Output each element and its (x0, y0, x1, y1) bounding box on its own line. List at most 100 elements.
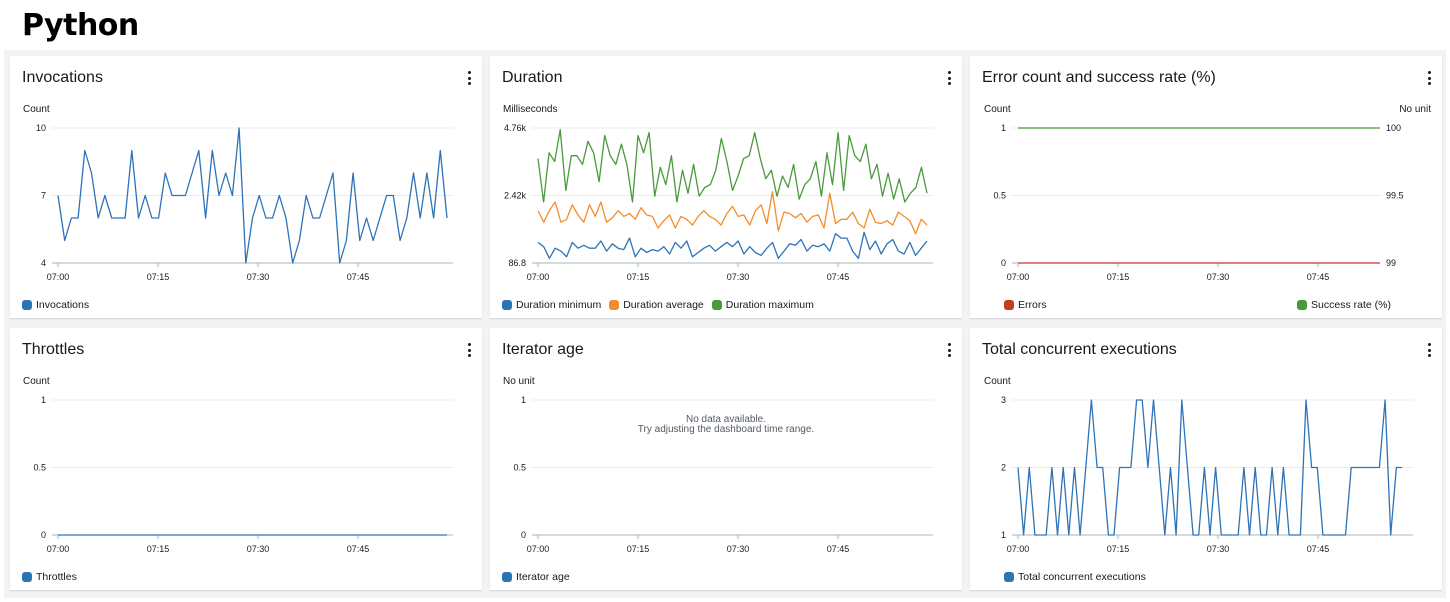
y-tick-label: 0.5 (33, 463, 46, 473)
widget-menu-icon[interactable] (465, 342, 473, 358)
widget-menu-icon[interactable] (1425, 70, 1433, 86)
no-data-message: No data available. (685, 414, 767, 425)
legend-swatch (1004, 300, 1014, 310)
legend-swatch (22, 300, 32, 310)
y-tick-label: 2.42k (504, 191, 527, 201)
y-tick-label: 4.76k (504, 123, 527, 133)
widget-duration: Duration Milliseconds 4.76k 2.42k 86.8 07:0… (490, 56, 962, 318)
chart-legend: Errors (1004, 299, 1047, 311)
widget-iterator-age: Iterator age No unit 1 0.5 0 07:00 07:15 07:3… (490, 328, 962, 590)
x-tick-label: 07:30 (247, 544, 270, 554)
y-tick-label: 1 (521, 395, 526, 405)
chart-legend-right: Success rate (%) (1297, 299, 1391, 311)
widget-title: Total concurrent executions (982, 341, 1177, 358)
line-chart-throttles[interactable]: 1 0.5 007:00 07:15 07:30 07:45 (10, 328, 482, 590)
legend-label: Duration average (623, 299, 704, 311)
y-tick-label: 0.5 (993, 191, 1006, 201)
x-tick-label: 07:15 (627, 272, 650, 282)
chart-legend: Iterator age (502, 571, 570, 583)
y-tick-label: 4 (41, 258, 46, 268)
x-tick-label: 07:45 (827, 272, 850, 282)
legend-item-duration-average[interactable]: Duration average (609, 299, 704, 311)
y-tick-label: 0 (521, 530, 526, 540)
x-tick-label: 07:30 (727, 272, 750, 282)
x-tick-label: 07:45 (827, 544, 850, 554)
chart-legend: Total concurrent executions (1004, 571, 1146, 583)
y-tick-label: 86.8 (508, 258, 526, 268)
y-axis-unit: Count (984, 376, 1011, 387)
legend-item-iterator-age[interactable]: Iterator age (502, 571, 570, 583)
x-tick-label: 07:00 (47, 272, 70, 282)
x-tick-label: 07:30 (1207, 544, 1230, 554)
x-tick-label: 07:00 (1007, 544, 1030, 554)
line-chart-duration[interactable]: 4.76k 2.42k 86.807:00 07:15 07:30 07:45 (490, 56, 962, 318)
x-tick-label: 07:15 (627, 544, 650, 554)
y-tick-label: 10 (36, 123, 46, 133)
legend-label: Iterator age (516, 571, 570, 583)
x-tick-label: 07:30 (1207, 272, 1230, 282)
line-chart-errors[interactable]: 1 100 0.5 99.5 0 99 07:00 07:15 07:30 07:45 (970, 56, 1442, 318)
x-tick-label: 07:45 (347, 544, 370, 554)
legend-item-success-rate[interactable]: Success rate (%) (1297, 299, 1391, 311)
x-tick-label: 07:15 (147, 272, 170, 282)
page-title: Python (22, 8, 139, 43)
legend-swatch (502, 572, 512, 582)
y-tick-label: 0.5 (513, 463, 526, 473)
widget-title: Duration (502, 69, 563, 86)
y-tick-label: 3 (1001, 395, 1006, 405)
y-tick-label: 7 (41, 191, 46, 201)
series-line-duration-minimum (537, 231, 928, 259)
line-chart-invocations[interactable]: 10 7 407:00 07:15 07:30 07:45 (10, 56, 482, 318)
widget-error-count-success-rate: Error count and success rate (%) Count N… (970, 56, 1442, 318)
widget-title: Invocations (22, 69, 103, 86)
widget-menu-icon[interactable] (945, 342, 953, 358)
legend-item-total-concurrent-executions[interactable]: Total concurrent executions (1004, 571, 1146, 583)
x-tick-label: 07:00 (47, 544, 70, 554)
y-tick-label: 0 (41, 530, 46, 540)
widget-menu-icon[interactable] (465, 70, 473, 86)
series-line-concurrent-executions (1017, 399, 1402, 536)
line-chart-concurrent-executions[interactable]: 3 2 107:00 07:15 07:30 07:45 (970, 328, 1442, 590)
y-axis-unit: Count (23, 376, 50, 387)
widget-menu-icon[interactable] (945, 70, 953, 86)
y-axis-unit-right: No unit (1399, 104, 1431, 115)
widget-title: Error count and success rate (%) (982, 69, 1216, 86)
y-axis-unit: No unit (503, 376, 535, 387)
legend-item-duration-minimum[interactable]: Duration minimum (502, 299, 601, 311)
x-tick-label: 07:30 (247, 272, 270, 282)
x-tick-label: 07:00 (527, 272, 550, 282)
x-tick-label: 07:45 (347, 272, 370, 282)
legend-item-invocations[interactable]: Invocations (22, 299, 89, 311)
legend-swatch (22, 572, 32, 582)
y-tick-label: 1 (1001, 530, 1006, 540)
legend-item-errors[interactable]: Errors (1004, 299, 1047, 311)
legend-item-duration-maximum[interactable]: Duration maximum (711, 299, 814, 311)
chart-legend: Duration minimum Duration average Durati… (502, 299, 814, 311)
y-axis-unit-left: Count (984, 104, 1011, 115)
widget-invocations: Invocations Count 10 7 4 07:00 07:15 07:30 07:… (10, 56, 482, 318)
series-line-duration-maximum (537, 129, 928, 203)
legend-label: Throttles (36, 571, 77, 583)
widget-title: Iterator age (502, 341, 584, 358)
y-tick-label-right: 99 (1386, 258, 1396, 268)
widget-title: Throttles (22, 341, 85, 358)
chart-legend: Throttles (22, 571, 77, 583)
legend-label: Errors (1018, 299, 1047, 311)
widget-menu-icon[interactable] (1425, 342, 1433, 358)
legend-swatch (1297, 300, 1308, 310)
x-tick-label: 07:15 (1107, 272, 1130, 282)
legend-label: Success rate (%) (1311, 299, 1391, 311)
y-tick-label: 2 (1001, 463, 1006, 473)
widget-throttles: Throttles Count 1 0.5 0 07:00 07:15 07:30 07:4… (10, 328, 482, 590)
line-chart-iterator-age[interactable]: 1 0.5 007:00 07:15 07:30 07:45 (490, 328, 962, 590)
y-tick-label-right: 99.5 (1386, 191, 1404, 201)
legend-label: Duration minimum (516, 299, 602, 311)
legend-swatch (1004, 572, 1014, 582)
chart-legend: Invocations (22, 299, 89, 311)
x-tick-label: 07:45 (1307, 272, 1330, 282)
dashboard: Invocations Count 10 7 4 07:00 07:15 07:30 07:… (4, 50, 1446, 598)
legend-item-throttles[interactable]: Throttles (22, 571, 77, 583)
legend-swatch (502, 300, 512, 310)
legend-swatch (711, 300, 722, 310)
series-line-duration-average (537, 191, 928, 235)
